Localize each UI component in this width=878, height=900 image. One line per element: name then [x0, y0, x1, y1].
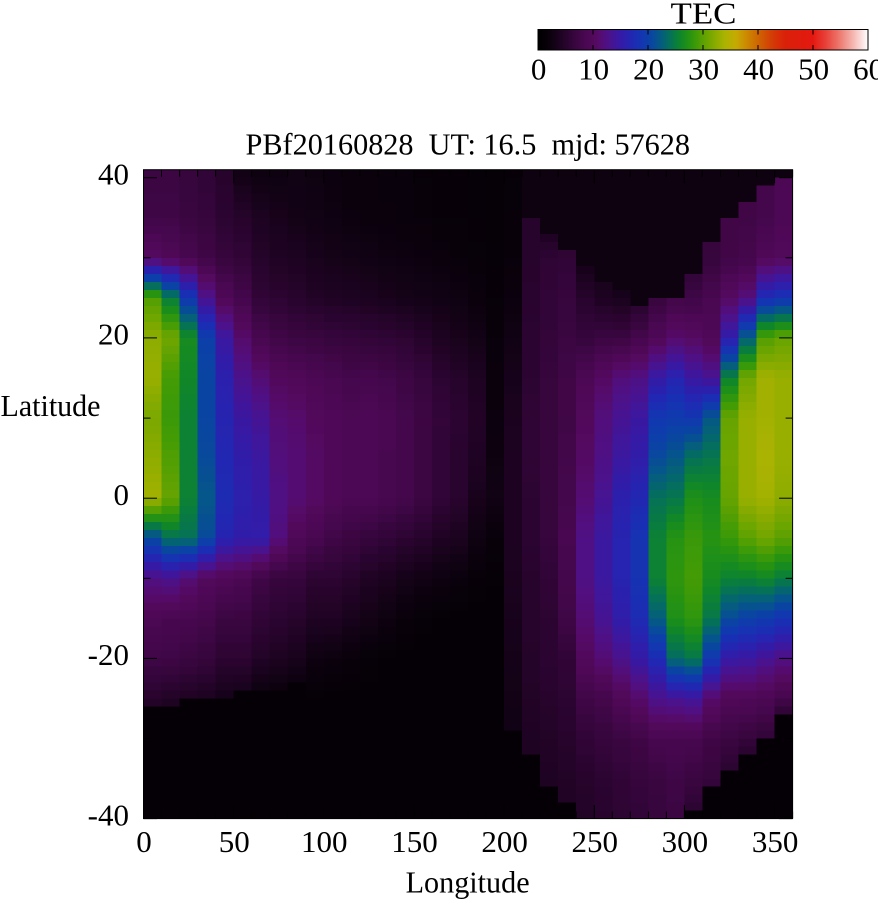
- svg-text:350: 350: [752, 824, 799, 859]
- svg-text:50: 50: [219, 824, 250, 859]
- svg-text:300: 300: [662, 824, 709, 859]
- svg-text:0: 0: [531, 51, 547, 86]
- svg-text:Latitude: Latitude: [1, 388, 101, 423]
- svg-text:10: 10: [578, 51, 609, 86]
- svg-text:0: 0: [136, 824, 152, 859]
- svg-text:40: 40: [743, 51, 774, 86]
- svg-text:40: 40: [98, 157, 129, 192]
- svg-text:PBf20160828 UT: 16.5 mjd: 57: PBf20160828 UT: 16.5 mjd: 57628: [246, 126, 691, 161]
- svg-text:50: 50: [798, 51, 829, 86]
- svg-text:100: 100: [301, 824, 348, 859]
- svg-text:150: 150: [391, 824, 438, 859]
- svg-text:-20: -20: [88, 637, 129, 672]
- svg-text:Longitude: Longitude: [406, 865, 530, 900]
- svg-text:20: 20: [633, 51, 664, 86]
- svg-text:0: 0: [114, 477, 130, 512]
- svg-text:30: 30: [688, 51, 719, 86]
- svg-text:250: 250: [572, 824, 619, 859]
- svg-text:20: 20: [98, 317, 129, 352]
- svg-text:-40: -40: [88, 797, 129, 832]
- svg-text:60: 60: [853, 51, 878, 86]
- svg-text:200: 200: [481, 824, 528, 859]
- svg-text:TEC: TEC: [671, 0, 737, 30]
